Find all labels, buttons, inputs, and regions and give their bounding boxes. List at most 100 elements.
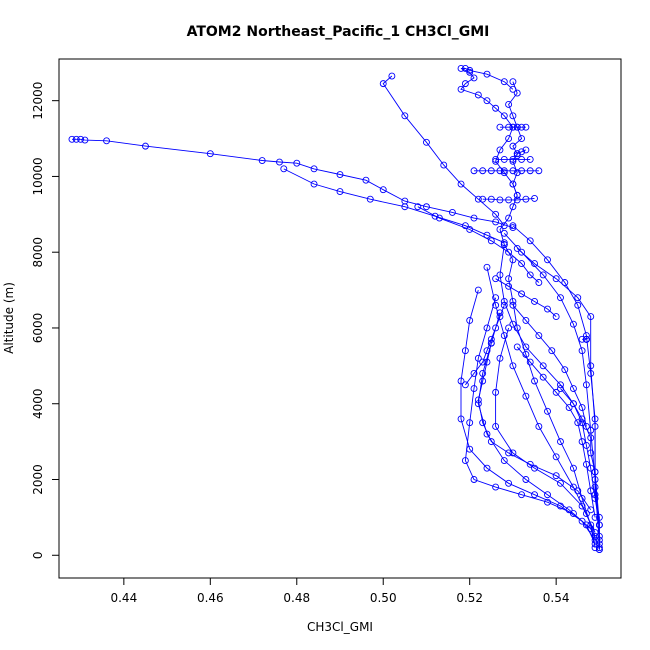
data-point: [591, 529, 599, 536]
data-point: [401, 203, 409, 211]
y-tick-label: 2000: [31, 464, 45, 495]
data-point: [513, 343, 521, 351]
y-axis-label: Altitude (m): [2, 282, 16, 354]
data-point: [500, 301, 508, 309]
series-line: [465, 305, 505, 386]
data-point: [509, 85, 517, 93]
data-point: [362, 176, 370, 184]
x-axis: 0.44 0.46 0.48 0.50 0.52 0.54: [110, 577, 570, 605]
series-15: [483, 263, 599, 540]
data-point: [505, 449, 513, 457]
data-point: [595, 532, 603, 540]
data-point: [544, 256, 551, 264]
data-point: [587, 464, 595, 472]
data-point: [557, 438, 564, 446]
data-point: [448, 208, 456, 216]
data-point: [509, 256, 517, 264]
data-point: [578, 438, 586, 446]
data-point: [513, 191, 521, 199]
data-point: [505, 479, 513, 487]
data-point: [552, 275, 560, 283]
data-point: [505, 101, 513, 108]
data-point: [280, 165, 288, 173]
data-point: [535, 332, 543, 339]
data-point: [522, 146, 530, 154]
series-24: [474, 339, 595, 514]
data-point: [582, 381, 590, 389]
series-26: [461, 301, 508, 389]
data-point: [505, 275, 513, 283]
series-line: [72, 138, 514, 229]
series-22: [578, 335, 590, 343]
series-line: [486, 267, 596, 537]
data-point: [505, 324, 513, 332]
data-point: [483, 97, 491, 105]
series-6: [414, 203, 543, 286]
data-point: [103, 137, 111, 145]
data-point: [466, 66, 474, 74]
series-line: [482, 197, 535, 201]
data-point: [544, 498, 551, 506]
data-point: [483, 70, 491, 78]
data-point: [518, 491, 526, 499]
data-point: [496, 167, 504, 175]
data-point: [509, 180, 517, 188]
series-line: [460, 68, 518, 196]
data-point: [258, 157, 266, 164]
series-line: [499, 81, 596, 548]
data-point: [483, 347, 491, 355]
data-point: [513, 152, 521, 160]
data-point: [552, 472, 560, 480]
series-line: [560, 388, 600, 550]
data-point: [505, 196, 513, 204]
series-21: [513, 343, 599, 521]
data-point: [565, 506, 573, 514]
data-point: [487, 195, 495, 203]
data-point: [68, 135, 76, 143]
data-point: [483, 263, 491, 271]
data-point: [470, 476, 478, 483]
data-point: [470, 167, 478, 175]
data-point: [142, 142, 149, 150]
data-point: [509, 222, 517, 230]
data-point: [587, 362, 595, 370]
plot-frame: [58, 58, 622, 579]
series-line: [516, 346, 596, 518]
data-point: [513, 89, 521, 97]
data-point: [591, 468, 599, 476]
data-point: [509, 142, 517, 150]
data-point: [522, 476, 530, 483]
data-point: [487, 167, 495, 175]
data-point: [518, 248, 526, 256]
data-point: [582, 332, 590, 339]
series-line: [382, 75, 505, 226]
series-10: [496, 123, 530, 131]
data-point: [310, 180, 318, 188]
y-tick-label: 10000: [31, 157, 45, 195]
data-point: [557, 479, 564, 487]
data-point: [81, 136, 89, 144]
y-tick-label: 6000: [31, 313, 45, 344]
data-point: [591, 540, 599, 548]
x-tick-label: 0.50: [370, 591, 397, 605]
data-point: [336, 188, 344, 196]
data-point: [526, 271, 534, 279]
series-8: [479, 194, 538, 204]
data-point: [539, 373, 547, 381]
data-point: [587, 521, 595, 529]
data-point: [544, 305, 551, 313]
data-point: [483, 324, 491, 332]
y-tick-label: 12000: [31, 82, 45, 120]
data-point: [518, 135, 526, 143]
data-point: [440, 161, 448, 169]
series-7: [470, 167, 543, 175]
data-point: [509, 298, 517, 305]
data-point: [492, 275, 500, 283]
series-line: [495, 278, 557, 317]
y-tick-label: 0: [31, 551, 45, 559]
data-point: [492, 388, 500, 396]
data-point: [492, 155, 500, 163]
data-point: [379, 80, 387, 88]
data-point: [522, 343, 530, 351]
